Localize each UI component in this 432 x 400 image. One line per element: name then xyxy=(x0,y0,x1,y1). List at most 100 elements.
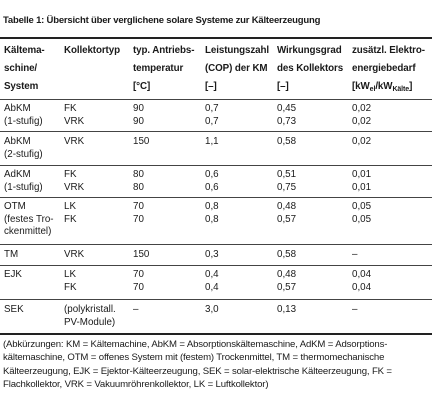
text: (polykristall. xyxy=(64,304,116,315)
cell-system: EJK xyxy=(4,269,74,282)
text: 0,57 xyxy=(277,281,297,293)
cell-temp: 150 xyxy=(133,136,199,149)
text: ckenmittel) xyxy=(4,226,52,237)
text: FK xyxy=(64,103,77,114)
cell-el: 0,05 0,05 xyxy=(352,201,432,226)
header-system-l2: schine/ xyxy=(4,63,38,74)
cell-kollektor: FK VRK xyxy=(64,169,130,194)
text: VRK xyxy=(64,136,85,147)
text: 80 xyxy=(133,181,144,193)
cell-cop: 0,8 0,8 xyxy=(205,201,271,226)
cell-eta: 0,58 xyxy=(277,136,343,149)
text: AbKM xyxy=(4,103,31,114)
rule-row xyxy=(0,265,432,266)
text: 0,01 xyxy=(352,181,372,193)
text: VRK xyxy=(64,115,85,127)
header-elektro-l2: energiebedarf xyxy=(352,63,416,74)
text: EJK xyxy=(4,269,22,280)
text: 70 xyxy=(133,213,144,225)
text: 0,75 xyxy=(277,181,297,193)
text: TM xyxy=(4,249,19,260)
cell-eta: 0,58 xyxy=(277,249,343,262)
cell-system: OTM (festes Tro-ckenmittel) xyxy=(4,201,74,239)
cell-cop: 0,7 0,7 xyxy=(205,103,271,128)
header-wirkungsgrad-l3: [–] xyxy=(277,81,289,92)
cell-kollektor: LK FK xyxy=(64,269,130,294)
cell-el: 0,02 xyxy=(352,136,432,149)
cell-eta: 0,13 xyxy=(277,304,343,317)
cell-kollektor: (polykristall. PV-Module) xyxy=(64,304,130,329)
cell-temp: 90 90 xyxy=(133,103,199,128)
cell-el: 0,02 0,02 xyxy=(352,103,432,128)
header-elektro-unit: [kWel/kWKälte] xyxy=(352,78,432,99)
header-cop-l3: [–] xyxy=(205,81,217,92)
text: 0,45 xyxy=(277,103,297,114)
header-cop-l1: Leistungszahl xyxy=(205,45,270,56)
text: 0,02 xyxy=(352,136,372,147)
header-temperatur-l1: typ. Antriebs- xyxy=(133,45,195,56)
cell-el: 0,01 0,01 xyxy=(352,169,432,194)
abbreviations-note: (Abkürzungen: KM = Kältemachine, AbKM = … xyxy=(3,339,392,390)
text: LK xyxy=(64,201,76,212)
unit-sub-kaelte: Kälte xyxy=(392,86,410,93)
cell-temp: – xyxy=(133,304,199,317)
cell-cop: 0,3 xyxy=(205,249,271,262)
text: 0,04 xyxy=(352,269,372,280)
header-system-l1: Kältema- xyxy=(4,45,45,56)
text: OTM xyxy=(4,201,26,212)
header-wirkungsgrad: Wirkungsgrad des Kollektors [–] xyxy=(277,42,343,96)
cell-cop: 1,1 xyxy=(205,136,271,149)
header-kollektor: Kollektortyp xyxy=(64,42,130,60)
unit-suffix: ] xyxy=(409,81,413,92)
text: 0,05 xyxy=(352,213,372,225)
cell-kollektor: LK FK xyxy=(64,201,130,226)
header-temperatur: typ. Antriebs- temperatur [°C] xyxy=(133,42,199,96)
rule-header xyxy=(0,99,432,100)
text: SEK xyxy=(4,304,24,315)
cell-eta: 0,48 0,57 xyxy=(277,201,343,226)
text: 0,51 xyxy=(277,169,297,180)
cell-el: 0,04 0,04 xyxy=(352,269,432,294)
cell-kollektor: FK VRK xyxy=(64,103,130,128)
text: (1-stufig) xyxy=(4,181,43,193)
text: 90 xyxy=(133,103,144,114)
rule-row xyxy=(0,244,432,245)
text: 0,02 xyxy=(352,115,372,127)
text: 0,04 xyxy=(352,281,372,293)
unit-sub-el: el xyxy=(369,86,376,93)
header-kollektor-l1: Kollektortyp xyxy=(64,45,120,56)
text: 70 xyxy=(133,201,144,212)
text: – xyxy=(352,249,358,260)
header-cop-l2: (COP) der KM xyxy=(205,63,268,74)
text: 0,13 xyxy=(277,304,297,315)
cell-el: – xyxy=(352,304,432,317)
unit-prefix: [kW xyxy=(352,81,370,92)
cell-kollektor: VRK xyxy=(64,136,130,149)
text: 0,05 xyxy=(352,201,372,212)
text: (1-stufig) xyxy=(4,115,43,127)
text: – xyxy=(352,304,358,315)
cell-el: – xyxy=(352,249,432,262)
unit-mid: /kW xyxy=(375,81,393,92)
text: (festes Tro- xyxy=(4,213,54,225)
text: 80 xyxy=(133,169,144,180)
text: 0,8 xyxy=(205,213,219,225)
text: VRK xyxy=(64,181,85,193)
text: 150 xyxy=(133,136,150,147)
header-elektro: zusätzl. Elektro- energiebedarf [kWel/kW… xyxy=(352,42,432,99)
text: PV-Module) xyxy=(64,316,116,328)
text: 1,1 xyxy=(205,136,219,147)
cell-system: AdKM (1-stufig) xyxy=(4,169,74,194)
table-caption: Tabelle 1: Übersicht über verglichene so… xyxy=(3,15,321,26)
text: FK xyxy=(64,281,77,293)
header-wirkungsgrad-l1: Wirkungsgrad xyxy=(277,45,342,56)
text: FK xyxy=(64,169,77,180)
text: 90 xyxy=(133,115,144,127)
text: AdKM xyxy=(4,169,31,180)
text: 0,57 xyxy=(277,213,297,225)
rule-row xyxy=(0,299,432,300)
cell-system: SEK xyxy=(4,304,74,317)
header-system-l3: System xyxy=(4,81,39,92)
text: 70 xyxy=(133,281,144,293)
text: 70 xyxy=(133,269,144,280)
